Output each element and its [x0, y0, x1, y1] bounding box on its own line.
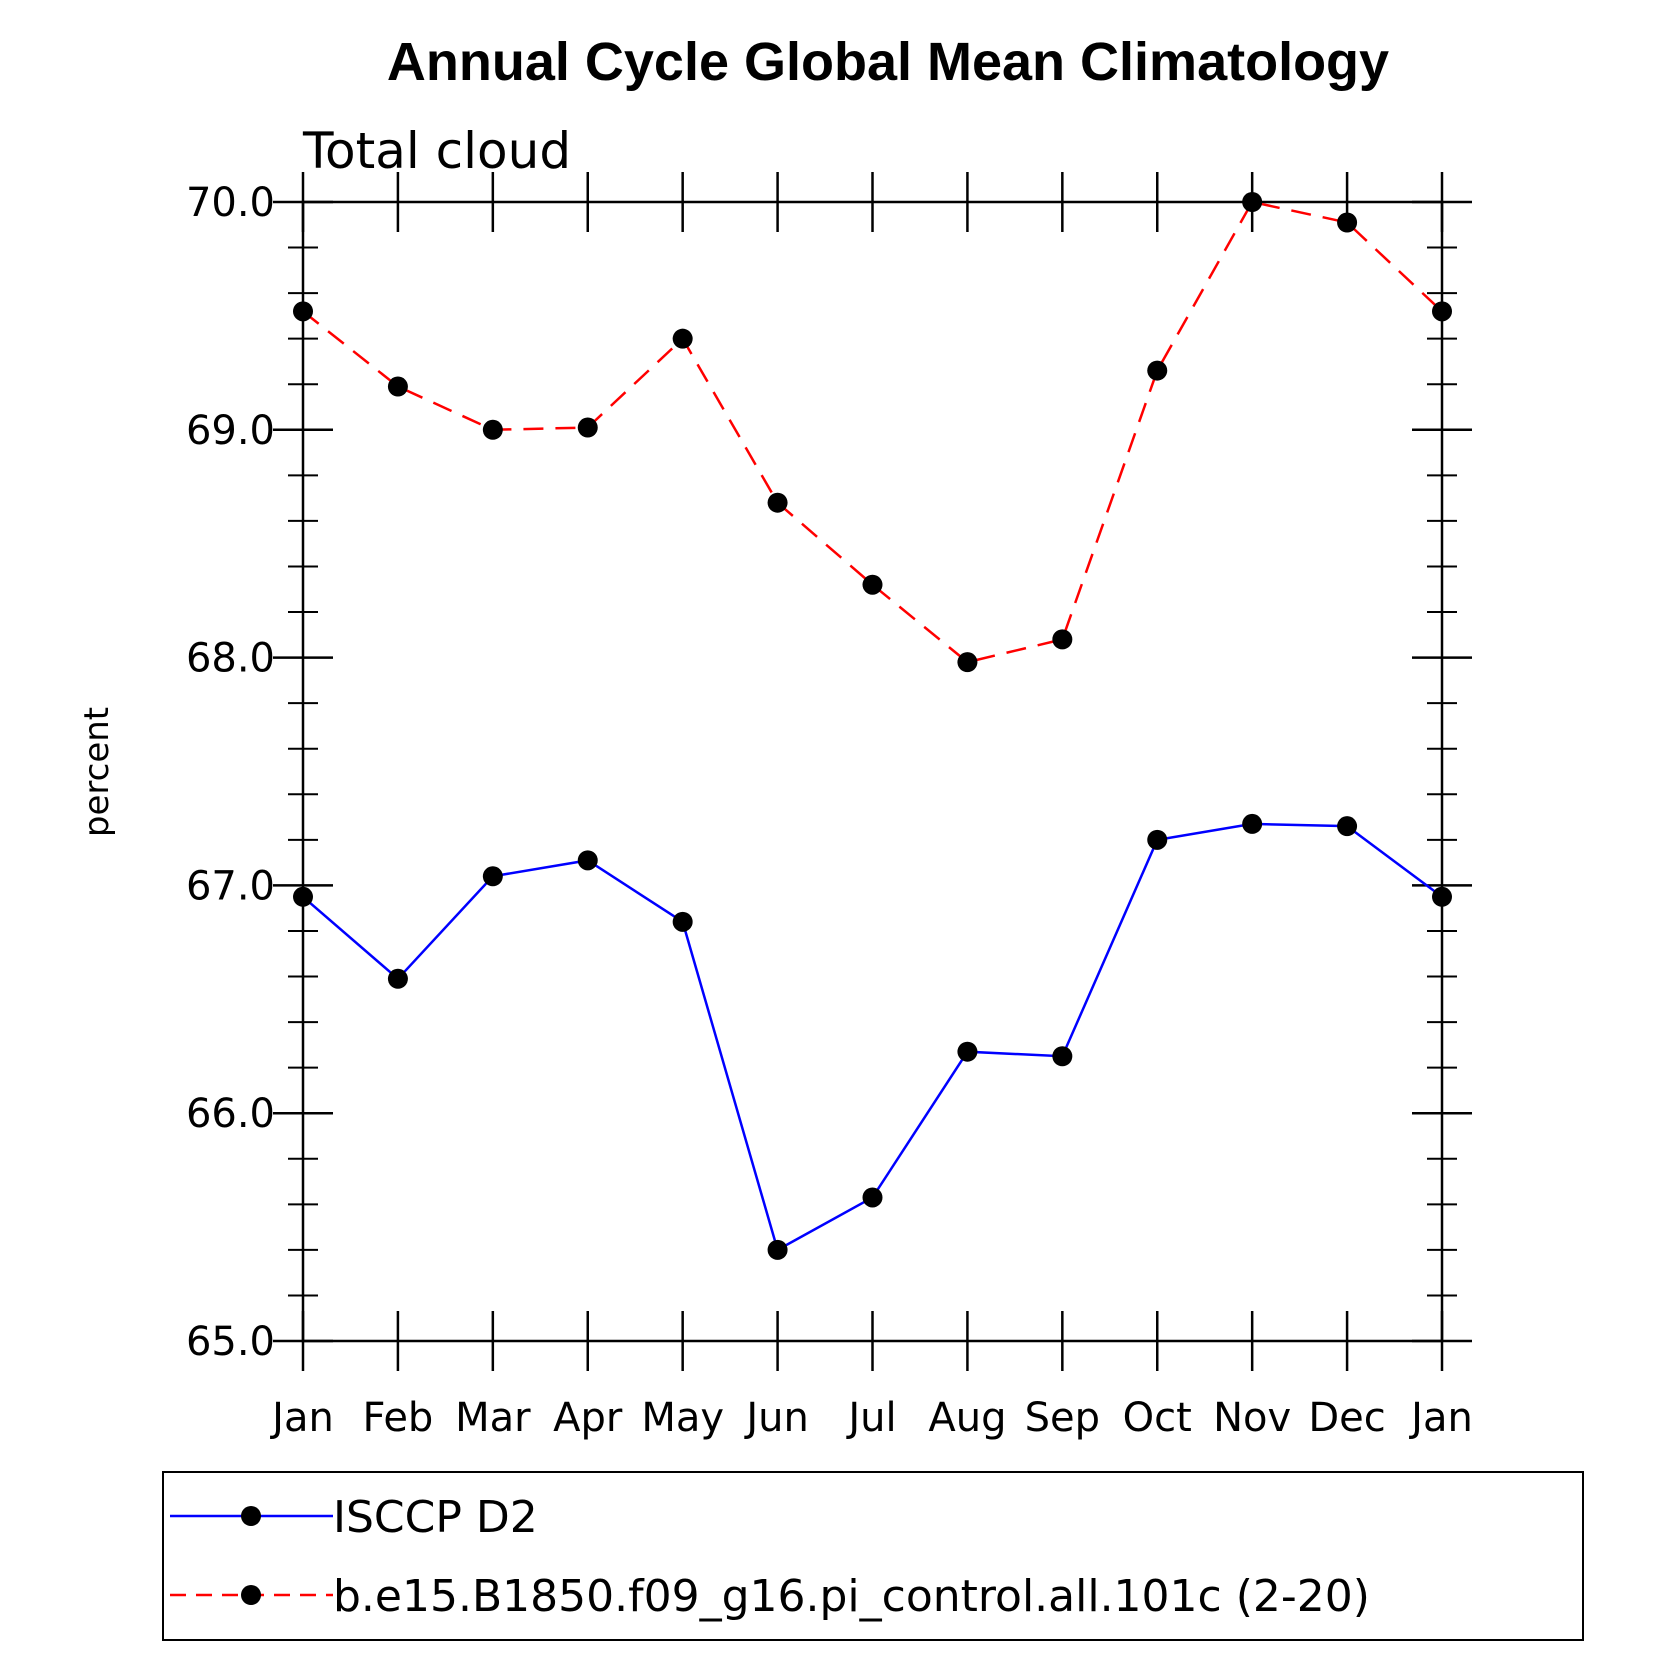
series-0-point [957, 1041, 978, 1062]
series-1-point [862, 574, 883, 595]
series-1-point [1432, 301, 1452, 322]
legend-marker-isccp [241, 1506, 261, 1526]
x-tick-label: Oct [1123, 1395, 1192, 1441]
x-tick-label: Aug [928, 1395, 1006, 1441]
series-0-point [767, 1239, 788, 1260]
series-0-point [387, 968, 408, 989]
legend-label-model: b.e15.B1850.f09_g16.pi_control.all.101c … [333, 1571, 1370, 1622]
series-0-point [1242, 813, 1263, 834]
series-1-point [1147, 360, 1168, 381]
series-0-point [482, 866, 503, 887]
x-tick-label: Feb [363, 1395, 434, 1441]
x-tick-label: Jan [269, 1395, 334, 1441]
series-0-point [1432, 886, 1452, 907]
series-1-point [482, 419, 503, 440]
x-tick-label: Dec [1308, 1395, 1385, 1441]
series-0-point [1147, 829, 1168, 850]
series-1-point [293, 301, 313, 322]
series-0-point [672, 911, 693, 932]
tick-labels: Jan Feb Mar Apr May Jun Jul Aug Sep Oct Nov Dec Jan 6… [186, 180, 1473, 1441]
series-1-point [767, 492, 788, 513]
axis-ticks [273, 172, 1472, 1371]
series-0-point [1052, 1046, 1073, 1067]
series-0-point [1337, 816, 1358, 837]
y-tick-label: 66.0 [186, 1091, 275, 1137]
x-tick-label: Mar [455, 1395, 531, 1441]
y-tick-label: 70.0 [186, 180, 275, 226]
series-1-point [672, 328, 693, 349]
x-tick-label: Sep [1025, 1395, 1100, 1441]
chart-title: Annual Cycle Global Mean Climatology [387, 32, 1389, 92]
legend: ISCCP D2 b.e15.B1850.f09_g16.pi_control.… [162, 1471, 1584, 1641]
series-0-point [577, 850, 598, 871]
y-tick-label: 65.0 [186, 1319, 275, 1365]
series-0-point [293, 886, 313, 907]
plot-frame [301, 200, 1444, 1343]
y-tick-label: 69.0 [186, 408, 275, 454]
y-axis-label: percent [77, 707, 117, 837]
series-0-point [862, 1187, 883, 1208]
series-line-0 [302, 822, 1443, 1252]
chart-subtitle: Total cloud [302, 122, 571, 180]
legend-box [162, 1471, 1584, 1641]
x-tick-label: Jan [1408, 1395, 1473, 1441]
y-tick-label: 68.0 [186, 636, 275, 682]
series-1-point [957, 652, 978, 673]
legend-label-isccp: ISCCP D2 [333, 1492, 538, 1543]
x-tick-label: Nov [1213, 1395, 1291, 1441]
legend-marker-model [241, 1585, 261, 1605]
series-layer [293, 192, 1452, 1260]
series-1-point [577, 417, 598, 438]
x-tick-label: Jun [743, 1395, 809, 1441]
series-1-point [1052, 629, 1073, 650]
x-tick-label: May [641, 1395, 724, 1441]
series-1-point [1337, 212, 1358, 233]
y-tick-label: 67.0 [186, 863, 275, 909]
series-1-point [1242, 192, 1263, 212]
x-tick-label: Apr [553, 1395, 623, 1441]
x-tick-label: Jul [845, 1395, 896, 1441]
series-1-point [387, 376, 408, 397]
